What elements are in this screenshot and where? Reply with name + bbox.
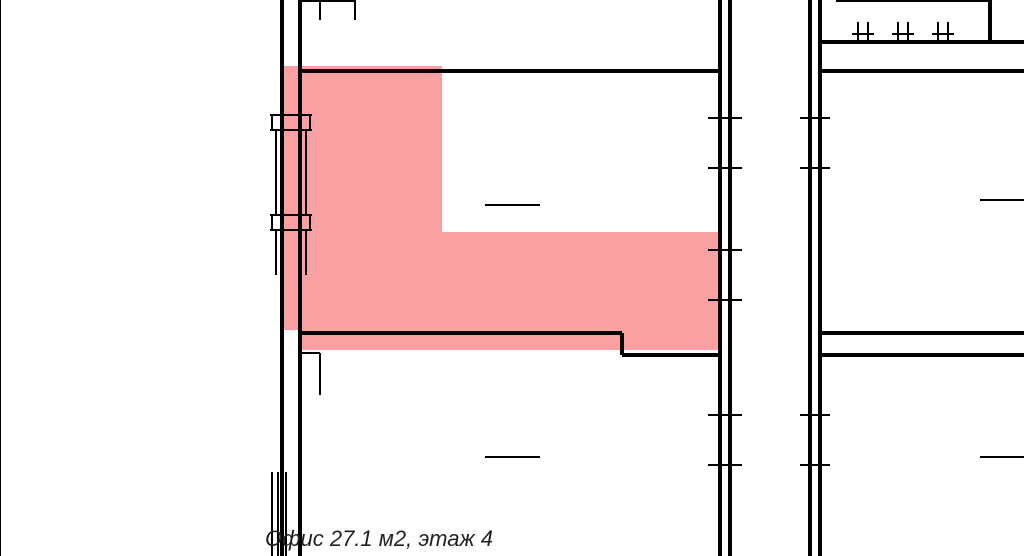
caption: Офис 27.1 м2, этаж 4 [265, 526, 493, 552]
highlight-area [284, 66, 720, 350]
floor-plan [0, 0, 1024, 556]
